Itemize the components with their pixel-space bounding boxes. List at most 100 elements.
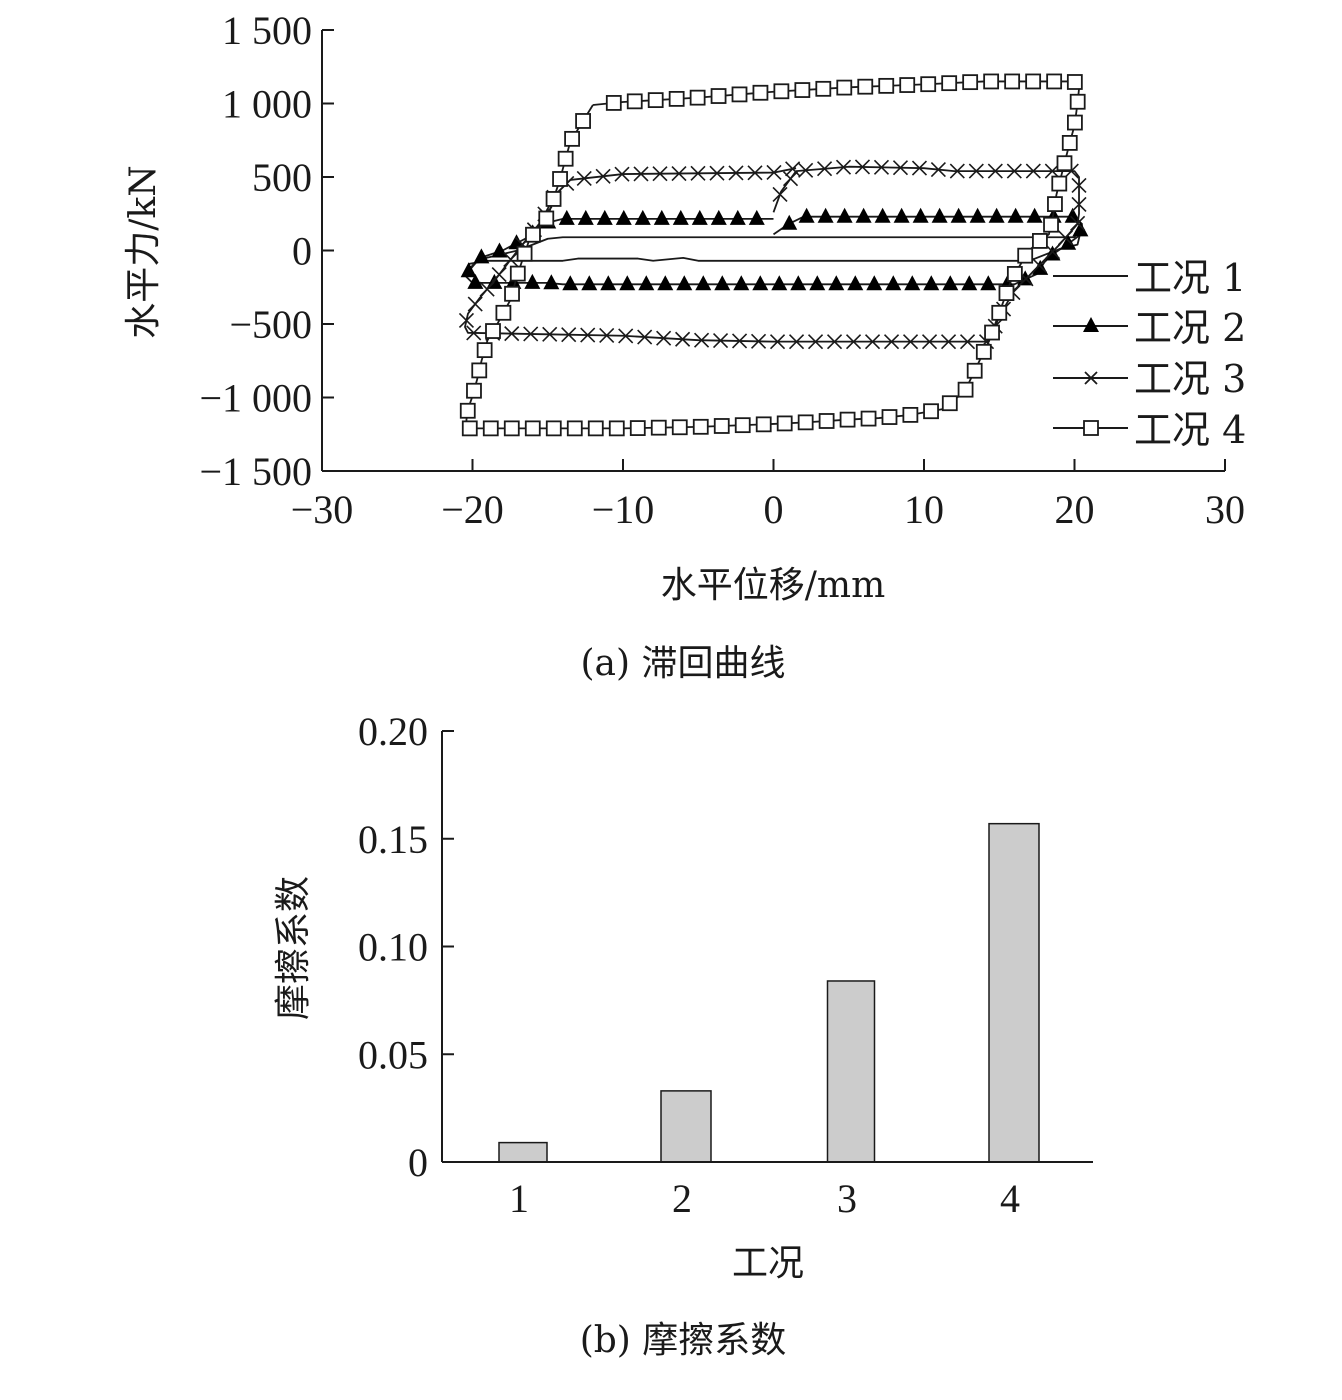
triangle-marker-icon (691, 209, 708, 225)
triangle-marker-icon (1007, 207, 1024, 223)
x-marker-icon (576, 170, 592, 186)
legend-label: 工况 4 (1134, 408, 1246, 452)
triangle-marker-icon (893, 207, 910, 223)
square-marker-icon (1006, 266, 1023, 282)
triangle-marker-icon (969, 207, 986, 223)
bar-case-3 (826, 980, 876, 1163)
square-marker-icon (818, 413, 835, 429)
triangle-marker-icon (752, 275, 769, 291)
bar-case-2 (660, 1090, 712, 1163)
x-marker-icon (835, 159, 852, 175)
triangle-marker-icon (710, 209, 727, 225)
y-tick-label: 0.15 (358, 817, 428, 862)
square-marker-icon (626, 93, 643, 110)
caption-b: (b) 摩擦系数 (580, 1320, 787, 1361)
y-tick-label: −1 000 (199, 376, 312, 421)
square-marker-icon (1051, 175, 1068, 192)
square-marker-icon (1043, 216, 1059, 233)
x-marker-icon (614, 166, 630, 182)
x-marker-icon (1071, 177, 1087, 193)
x-tick-label: 2 (672, 1176, 692, 1221)
square-marker-icon (485, 323, 501, 339)
x-marker-icon (1070, 215, 1086, 231)
square-marker-icon (587, 420, 604, 437)
x-marker-icon (709, 165, 725, 181)
x-marker-icon (892, 160, 909, 176)
square-marker-icon (476, 342, 493, 359)
legend-item-case-2: 工况 2 (1053, 306, 1246, 350)
legend-item-case-4: 工况 4 (1053, 408, 1246, 452)
x-marker-icon (479, 281, 495, 297)
square-marker-icon (1061, 134, 1078, 151)
x-marker-icon (633, 166, 649, 182)
x-marker-icon (491, 266, 507, 283)
square-marker-icon (1066, 74, 1083, 90)
square-marker-icon (710, 88, 727, 104)
square-marker-icon (1046, 73, 1063, 90)
square-marker-icon (689, 89, 706, 106)
triangle-marker-icon (836, 207, 853, 223)
x-marker-icon (772, 186, 788, 203)
triangle-marker-icon (781, 214, 798, 230)
square-marker-icon (836, 79, 853, 96)
triangle-marker-icon (733, 275, 750, 291)
square-marker-icon (557, 150, 574, 167)
x-tick-label: 1 (509, 1176, 529, 1221)
square-marker-icon (962, 74, 979, 91)
square-marker-icon (516, 245, 533, 262)
series-case-1 (467, 224, 1083, 271)
square-marker-icon (1067, 114, 1083, 131)
x-tick-label: 3 (837, 1176, 857, 1221)
square-marker-icon (899, 77, 916, 93)
x-marker-icon (1057, 230, 1074, 246)
square-marker-icon (920, 76, 937, 93)
triangle-marker-icon (1026, 207, 1043, 223)
triangle-marker-icon (961, 275, 978, 291)
triangle-marker-icon (562, 275, 579, 291)
square-marker-icon (482, 420, 499, 437)
triangle-marker-icon (467, 273, 484, 289)
y-tick-label: 1 500 (222, 8, 312, 53)
x-tick-label: −10 (592, 487, 655, 532)
x-marker-icon (675, 331, 691, 347)
square-marker-icon (471, 362, 488, 379)
hysteresis-plot-area (458, 73, 1089, 437)
square-marker-icon (608, 420, 625, 437)
y-tick-label: 0.20 (358, 709, 428, 754)
square-marker-icon (566, 420, 583, 437)
x-tick-label: 4 (1000, 1176, 1020, 1221)
y-tick-label: 0.05 (358, 1032, 428, 1077)
x-marker-icon (693, 332, 710, 348)
triangle-marker-icon (558, 209, 575, 225)
x-marker-icon (864, 334, 881, 350)
legend-label: 工况 3 (1134, 357, 1246, 401)
x-marker-icon (807, 334, 824, 350)
x-tick-label: 20 (1055, 487, 1095, 532)
square-marker-icon (564, 130, 580, 147)
hysteresis-axes: 1 500 1 000 500 0 −500 −1 000 −1 500−30 −20 −10 0… (199, 8, 1245, 532)
square-marker-icon (552, 171, 568, 187)
triangle-marker-icon (714, 275, 731, 291)
x-marker-icon (987, 163, 1003, 179)
x-marker-icon (652, 166, 668, 182)
x-marker-icon (580, 327, 596, 343)
square-marker-icon (991, 304, 1008, 321)
x-marker-icon (458, 312, 475, 329)
square-marker-icon (1069, 93, 1086, 110)
square-marker-icon (629, 420, 646, 436)
square-marker-icon (1056, 155, 1073, 172)
triangle-marker-icon (950, 207, 967, 223)
x-marker-icon (523, 326, 539, 342)
triangle-marker-icon (1064, 207, 1081, 223)
triangle-marker-icon (771, 275, 788, 291)
square-marker-icon (671, 419, 688, 436)
x-marker-icon (1031, 257, 1047, 273)
triangle-marker-icon (885, 275, 902, 291)
triangle-marker-icon (672, 209, 689, 225)
x-marker-icon (595, 168, 611, 184)
x-marker-icon (1025, 163, 1041, 179)
square-marker-icon (504, 285, 520, 302)
square-marker-icon (525, 226, 541, 243)
square-marker-icon (773, 83, 790, 100)
